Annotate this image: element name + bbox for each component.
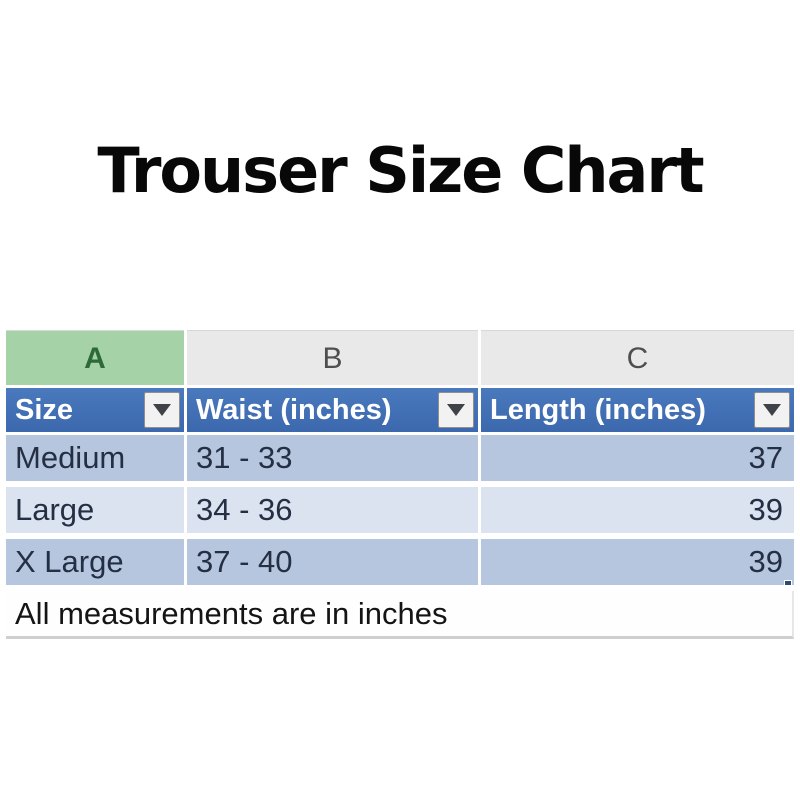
spreadsheet-table: A B C Size Waist (inches) Length (inches…	[6, 330, 794, 639]
table-row-large: Large 34 - 36 39	[6, 487, 794, 533]
cell-waist: 31 - 33	[187, 435, 478, 481]
header-cell-size: Size	[6, 388, 184, 432]
header-cell-waist: Waist (inches)	[187, 388, 478, 432]
cell-length: 37	[481, 435, 794, 481]
cell-size: X Large	[6, 539, 184, 585]
filter-dropdown-button-size[interactable]	[144, 392, 180, 428]
table-row-xlarge: X Large 37 - 40 39	[6, 539, 794, 585]
chevron-down-icon	[153, 404, 171, 416]
fill-handle-icon[interactable]	[784, 580, 792, 585]
table-row-medium: Medium 31 - 33 37	[6, 435, 794, 481]
cell-length: 39	[481, 539, 794, 585]
column-header-c[interactable]: C	[481, 330, 794, 385]
filter-dropdown-button-waist[interactable]	[438, 392, 474, 428]
cell-length-value: 39	[748, 544, 783, 579]
column-header-a[interactable]: A	[6, 330, 184, 385]
header-label-size: Size	[15, 394, 74, 426]
chevron-down-icon	[763, 404, 781, 416]
header-label-length: Length (inches)	[490, 394, 706, 426]
column-letter-strip: A B C	[6, 330, 794, 385]
filter-dropdown-button-length[interactable]	[754, 392, 790, 428]
header-label-waist: Waist (inches)	[196, 394, 392, 426]
footer-note: All measurements are in inches	[6, 591, 794, 639]
cell-size: Medium	[6, 435, 184, 481]
table-header-row: Size Waist (inches) Length (inches)	[6, 388, 794, 432]
page-title: Trouser Size Chart	[97, 134, 704, 207]
header-cell-length: Length (inches)	[481, 388, 794, 432]
cell-waist: 37 - 40	[187, 539, 478, 585]
cell-waist: 34 - 36	[187, 487, 478, 533]
cell-size: Large	[6, 487, 184, 533]
chevron-down-icon	[447, 404, 465, 416]
column-header-b[interactable]: B	[187, 330, 478, 385]
cell-length: 39	[481, 487, 794, 533]
